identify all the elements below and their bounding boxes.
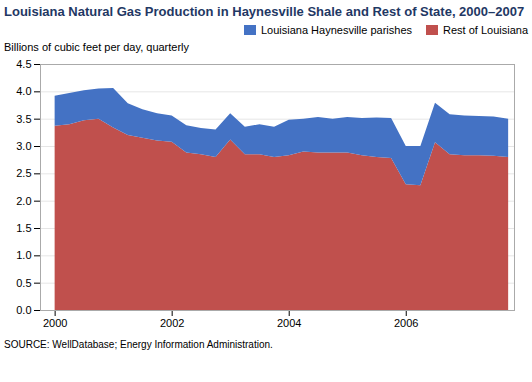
html-text:Louisiana Haynesville parishes: Louisiana Haynesville parishes (261, 24, 412, 36)
svg-text:0.0: 0.0 (16, 304, 31, 316)
html-text:SOURCE: WellDatabase; Energy I: SOURCE: WellDatabase; Energy Information… (4, 339, 273, 350)
svg-text:4.0: 4.0 (16, 85, 31, 97)
svg-text:1.0: 1.0 (16, 249, 31, 261)
svg-text:2.5: 2.5 (16, 167, 31, 179)
svg-text:2006: 2006 (394, 317, 418, 329)
svg-text:2002: 2002 (160, 317, 184, 329)
html-text:Billions of cubic feet per day: Billions of cubic feet per day, quarterl… (4, 41, 190, 53)
svg-text:0.5: 0.5 (16, 277, 31, 289)
svg-text:1.5: 1.5 (16, 222, 31, 234)
svg-text:3.5: 3.5 (16, 113, 31, 125)
svg-text:3.0: 3.0 (16, 140, 31, 152)
svg-text:4.5: 4.5 (16, 58, 31, 70)
svg-text:2004: 2004 (277, 317, 301, 329)
svg-text:2000: 2000 (43, 317, 67, 329)
svg-text:2.0: 2.0 (16, 195, 31, 207)
html-text:Louisiana Natural Gas Producti: Louisiana Natural Gas Production in Hayn… (4, 4, 525, 19)
html-text:Rest of Louisiana: Rest of Louisiana (443, 24, 528, 36)
